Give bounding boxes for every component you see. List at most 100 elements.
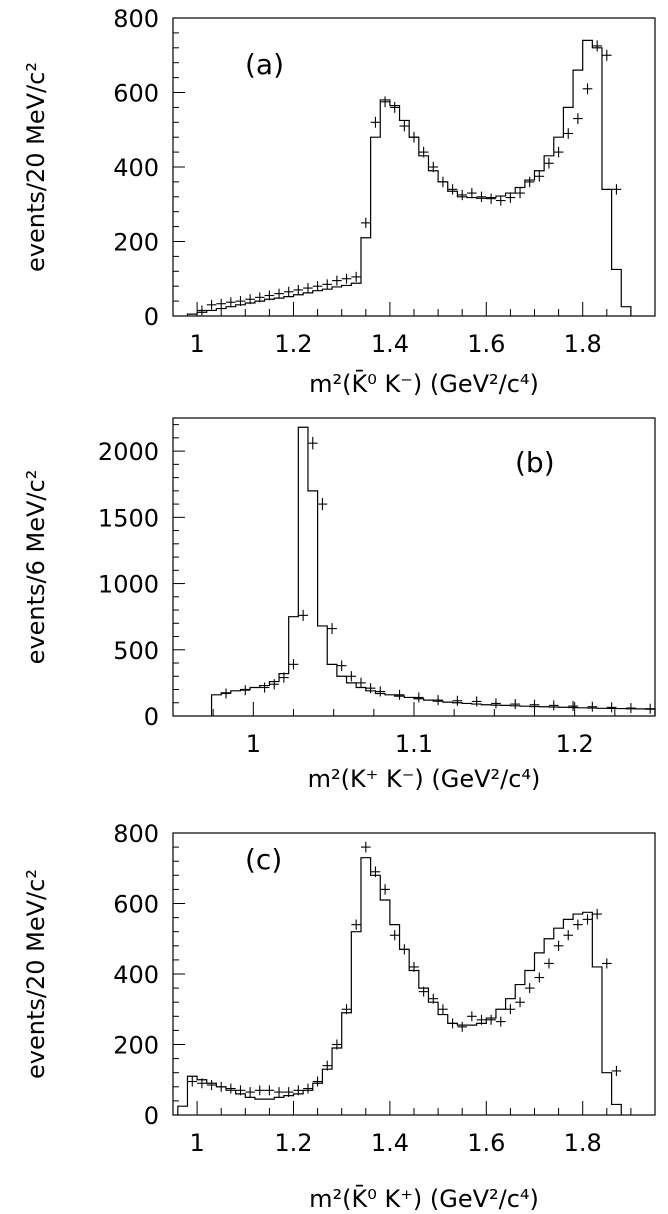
data-point [568, 701, 578, 712]
x-tick-label: 1.6 [467, 1129, 505, 1157]
data-point [553, 940, 564, 951]
data-point [332, 275, 342, 286]
y-axis: 0 200 400 600 800 [113, 820, 185, 1130]
model-histogram-line [177, 857, 622, 1115]
data-point [645, 703, 655, 714]
data-point [235, 1085, 246, 1096]
data-point [322, 1060, 333, 1071]
data-point [336, 660, 347, 671]
data-point [524, 176, 535, 188]
data-point [317, 498, 328, 511]
data-point [283, 1087, 294, 1098]
data-point [394, 689, 405, 700]
y-axis-label: events/20 MeV/c² [22, 869, 50, 1079]
data-point [626, 703, 636, 714]
data-point [254, 1085, 265, 1096]
y-axis: 0 500 1000 1500 2000 [98, 424, 185, 731]
data-point [606, 702, 617, 713]
data-point [370, 116, 381, 128]
x-tick-label: 1.2 [274, 1129, 312, 1157]
data-point [495, 1016, 506, 1027]
panel-b: 0 500 1000 1500 2000 1 1.1 1.2 (b) events/6 Me… [22, 417, 656, 793]
data-point [245, 294, 255, 305]
data-point [534, 972, 545, 983]
data-point [476, 191, 487, 202]
data-point [611, 184, 622, 195]
data-points [187, 841, 622, 1098]
data-point [563, 128, 574, 139]
data-point [389, 101, 400, 113]
data-point [505, 1004, 516, 1015]
x-tick-label: 1.2 [274, 330, 312, 358]
data-point [438, 176, 448, 188]
data-point [269, 679, 280, 690]
data-point [341, 1004, 352, 1015]
y-tick-label: 200 [113, 229, 159, 257]
data-point [495, 195, 506, 206]
panel-label: (b) [515, 446, 555, 479]
data-point [312, 281, 323, 292]
data-point [264, 1085, 275, 1096]
x-axis-label: m²(K⁺ K⁻) (GeV²/c⁴) [308, 765, 541, 793]
data-point [433, 695, 443, 706]
data-point [279, 672, 289, 683]
x-axis: 1 1.2 1.4 1.6 1.8 [189, 1101, 632, 1157]
data-point [274, 1087, 284, 1098]
data-point [457, 189, 468, 201]
data-point [197, 1078, 207, 1089]
data-point [240, 685, 251, 696]
data-point [226, 297, 236, 308]
data-point [491, 698, 501, 709]
data-point [375, 686, 386, 697]
data-point [380, 96, 390, 108]
y-tick-label: 800 [113, 5, 159, 33]
data-point [399, 120, 410, 132]
y-tick-label: 1500 [98, 504, 159, 532]
data-point [573, 113, 583, 124]
data-point [332, 1039, 342, 1050]
y-tick-label: 400 [113, 961, 159, 989]
x-axis-label: m²(K̄⁰ K⁻) (GeV²/c⁴) [309, 369, 539, 398]
y-tick-label: 0 [144, 1102, 159, 1130]
data-point [341, 273, 352, 284]
data-point [245, 1087, 255, 1098]
data-point [346, 671, 357, 682]
y-tick-label: 200 [113, 1032, 159, 1060]
data-point [414, 692, 424, 703]
data-point [573, 919, 583, 930]
data-point [587, 701, 598, 712]
data-point [486, 193, 496, 204]
data-point [409, 131, 419, 143]
x-tick-label: 1 [189, 1129, 204, 1157]
data-point [505, 192, 516, 203]
data-point [486, 1014, 496, 1025]
data-point [438, 1004, 448, 1015]
data-point [298, 609, 308, 621]
data-point [447, 184, 458, 195]
data-point [515, 997, 525, 1008]
y-axis-label: events/20 MeV/c² [22, 62, 50, 272]
data-point [360, 217, 371, 228]
data-point [322, 279, 333, 290]
data-point [293, 1085, 304, 1096]
data-point [471, 696, 482, 707]
data-point [370, 866, 381, 878]
panel-a: 0 200 400 600 800 1 1.2 1.4 1.6 1.8 (a) events/2… [22, 5, 656, 398]
data-point [457, 1021, 468, 1032]
data-point [356, 677, 366, 688]
data-point [601, 958, 612, 969]
data-point [582, 914, 593, 925]
data-point [264, 290, 275, 301]
x-tick-label: 1.2 [556, 730, 594, 758]
data-points [197, 40, 622, 316]
panel-label: (a) [245, 48, 284, 81]
y-tick-label: 0 [144, 303, 159, 331]
data-point [187, 1076, 198, 1087]
data-point [307, 436, 318, 450]
data-point [303, 283, 313, 294]
data-point [360, 841, 371, 853]
x-tick-label: 1.8 [564, 1129, 602, 1157]
data-point [592, 908, 602, 920]
data-point [428, 993, 439, 1004]
